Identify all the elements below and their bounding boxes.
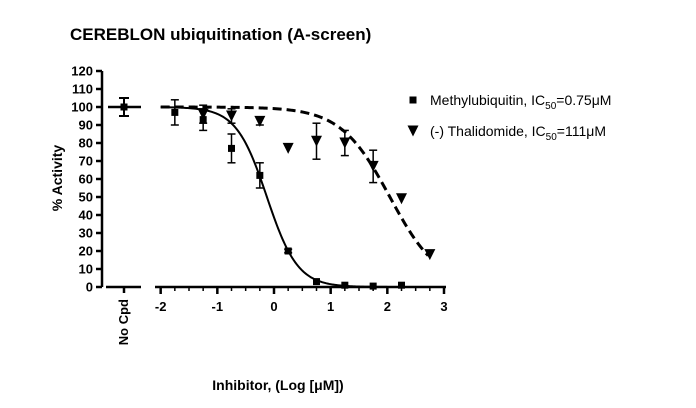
y-tick-label: 50 [79, 190, 93, 205]
fit-curves [160, 105, 430, 288]
fit-curve-series-1 [160, 106, 388, 288]
y-tick-label: 0 [86, 280, 93, 295]
legend-label-series-1: Methylubiquitin, IC50=0.75μM [430, 92, 611, 112]
fit-curve-series-2 [160, 105, 430, 257]
data-point-series-2 [282, 142, 294, 154]
legend-marker-series-2 [407, 125, 419, 137]
y-tick-label: 20 [79, 244, 93, 259]
y-tick-label: 110 [72, 82, 93, 97]
axes: 0 10 20 30 40 50 60 70 80 90 100 110 120 -2 -1 0 1 2 3 No C… [71, 64, 447, 346]
data-point-series-1 [398, 281, 405, 289]
data-point-series-1 [369, 282, 377, 290]
x-axis-label: Inhibitor, (Log [μM]) [212, 377, 343, 393]
data-point-series-1 [228, 144, 235, 152]
x-tick-label: 1 [327, 299, 334, 314]
legend-label-series-2: (-) Thalidomide, IC50=111μM [430, 123, 606, 143]
y-tick-label: 100 [71, 100, 93, 115]
legend: Methylubiquitin, IC50=0.75μM (-) Thalidom… [407, 92, 611, 143]
control-label: No Cpd [116, 299, 131, 345]
data-point-series-1 [256, 171, 264, 179]
data-point-series-1 [313, 278, 320, 286]
y-tick-label: 120 [71, 64, 93, 79]
data-point-series-2 [254, 115, 266, 127]
y-tick-label: 70 [79, 154, 93, 169]
data-point-series-2 [226, 110, 237, 122]
y-tick-label: 90 [79, 118, 93, 133]
data-point-series-2 [367, 160, 379, 172]
y-tick-label: 40 [79, 208, 93, 223]
legend-marker-series-1 [409, 96, 417, 104]
data-point-series-2 [311, 135, 322, 147]
y-tick-label: 60 [79, 172, 93, 187]
data-point-series-1 [284, 247, 292, 255]
y-tick-label: 10 [79, 262, 93, 277]
x-tick-label: -2 [155, 299, 167, 314]
data-point-series-2 [339, 137, 351, 149]
data-point-series-1 [341, 281, 349, 289]
y-tick-label: 80 [79, 136, 93, 151]
data-point-series-1 [171, 108, 179, 116]
x-tick-label: 3 [440, 299, 447, 314]
data-marks [108, 97, 436, 290]
y-tick-label: 30 [79, 226, 93, 241]
data-point-series-2 [396, 193, 407, 205]
data-point-series-2 [424, 249, 436, 261]
data-point-series-2 [197, 108, 209, 120]
control-point [120, 103, 128, 111]
x-tick-label: 0 [270, 299, 277, 314]
x-tick-label: 2 [384, 299, 391, 314]
chart-title: CEREBLON ubiquitination (A-screen) [70, 25, 371, 44]
x-tick-label: -1 [212, 299, 224, 314]
y-axis-label: % Activity [49, 145, 65, 212]
